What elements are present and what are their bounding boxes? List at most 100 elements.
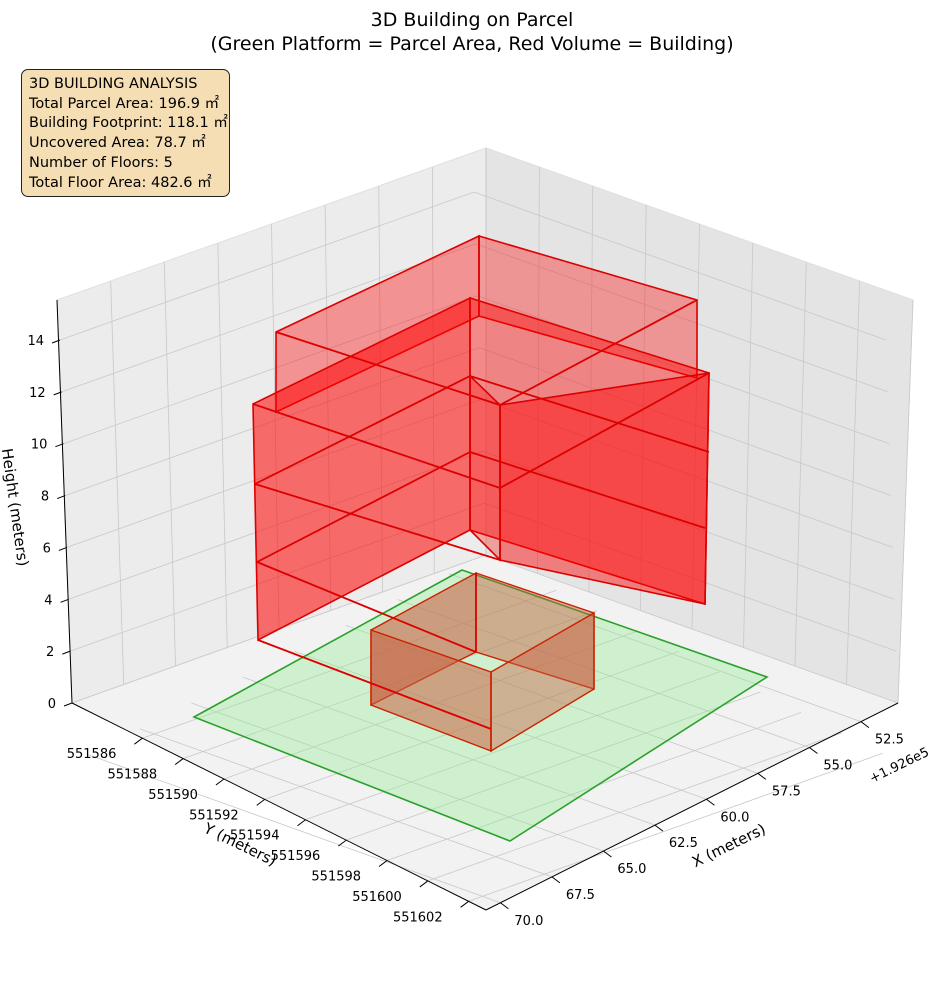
x-tick [757,772,767,780]
z-tick-label: 6 [43,541,51,556]
y-gridline [142,589,557,739]
y-tick-label: 551588 [108,768,158,783]
z-tick-label: 14 [27,334,44,349]
y-axis-line [71,702,487,911]
z-gridline [484,502,897,652]
pane-gridline [640,204,647,611]
x-tick [706,798,715,806]
y-gridline [468,752,883,902]
info-floor-count: Number of Floors: 5 [29,154,173,171]
pane-gridline [217,242,228,648]
info-uncovered-area: Uncovered Area: 78.7 ㎡ [29,135,206,152]
z-gridline [482,450,895,600]
y-tick [460,900,469,908]
x-tick-label: 57.5 [772,784,801,799]
chart-subtitle: (Green Platform = Parcel Area, Red Volum… [210,33,733,55]
axis-lines [56,299,899,911]
pane-gridline [110,280,125,685]
info-footprint: Building Footprint: 118.1 ㎡ [29,115,228,132]
y-tick [297,819,306,827]
x-tick [551,876,561,884]
z-tick [58,546,68,551]
y-tick [134,737,143,745]
z-gridline [61,243,476,393]
floor-line [469,451,706,529]
chart-title: 3D Building on Parcel [371,9,574,31]
x-gridline [139,728,553,878]
floor-line [257,639,492,730]
z-tick [60,598,69,603]
y-tick-label: 551598 [311,870,361,885]
z-tick-label: 10 [31,438,48,453]
y-tick [174,758,184,765]
y-tick [256,798,266,806]
y-tick [215,778,225,786]
y-tick-label: 551592 [189,808,239,823]
x-axis-line [485,702,899,911]
z-axis-label: Height (meters) [0,447,32,567]
x-ticks: 52.5 55.0 57.5 60.0 62.5 65.0 67.5 70.0 [500,721,904,929]
y-tick-label: 551590 [148,788,198,803]
y-axis-label: Y (meters) [200,819,279,870]
floor-line [252,403,501,489]
pane-gridline [846,280,861,685]
z-tick [53,391,62,396]
x-offset-label: +1.926e5 [867,745,931,787]
x-tick [500,902,509,910]
pane-gridline [163,261,176,667]
z-gridline [480,399,893,548]
info-parcel-area: Total Parcel Area: 196.9 ㎡ [29,95,220,112]
x-tick-label: 70.0 [514,914,543,929]
z-gridline [59,191,475,341]
floor-line [499,372,710,489]
y-ticks: 551586 551588 551590 551592 551594 551596 5515… [67,737,469,925]
info-heading: 3D BUILDING ANALYSIS [29,76,198,92]
z-tick-label: 8 [41,490,49,505]
y-tick-label: 551596 [271,849,321,864]
floor-line [275,331,501,406]
pane-gridline [897,299,914,704]
floor-line [254,483,501,561]
x-tick-label: 52.5 [875,733,904,748]
x-tick-label: 62.5 [669,836,698,851]
y-tick-label: 551586 [67,747,117,762]
x-tick [654,824,664,832]
x-gridline [242,676,656,826]
z-tick [56,495,66,500]
y-tick [378,860,388,867]
z-gridline [63,295,478,445]
x-axis-label: X (meters) [689,820,769,871]
floor-line [469,375,710,453]
z-tick [62,650,71,655]
x-tick-label: 55.0 [823,759,852,774]
x-gridline [191,702,604,852]
z-gridline [475,243,888,393]
z-axis-line [56,299,73,704]
building-face [478,234,698,380]
floor-line [254,375,471,485]
pane-gridline [743,242,754,648]
y-tick-label: 551600 [352,890,402,905]
floor-line [256,561,477,653]
z-gridline [477,295,890,445]
z-tick [63,702,73,707]
x-tick [809,747,818,754]
x-tick [603,850,612,858]
pane-gridline [588,185,594,593]
z-ticks: 0 2 4 6 8 10 12 14 [27,334,73,712]
x-gridline [294,650,707,800]
info-total-floor-area: Total Floor Area: 482.6 ㎡ [29,174,212,191]
z-gridline [479,347,892,496]
z-tick [51,339,61,344]
building-volume [252,234,710,753]
y-tick-label: 551594 [230,829,280,844]
analysis-info-box: 3D BUILDING ANALYSIS Total Parcel Area: … [21,69,230,197]
y-tick [337,839,347,847]
z-tick-label: 4 [44,593,52,608]
floor-line [499,299,698,406]
pane-gridline [794,261,807,667]
x-tick [860,721,870,729]
y-gridline [305,671,720,821]
y-tick [419,880,429,888]
